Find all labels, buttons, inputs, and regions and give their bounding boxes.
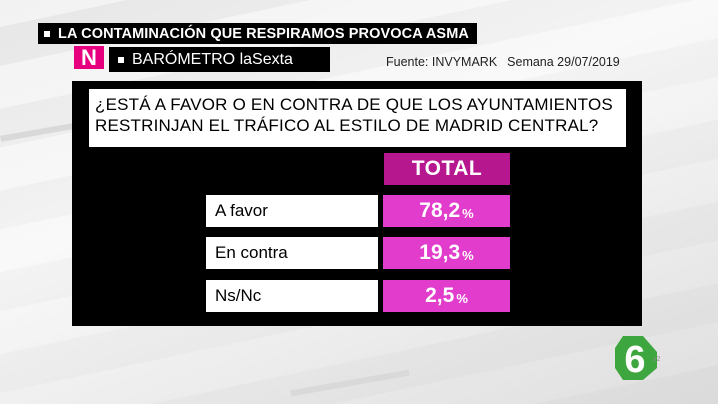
program-title-bar: BARÓMETRO laSexta	[109, 47, 330, 72]
week-text: Semana 29/07/2019	[507, 55, 620, 69]
row-label: En contra	[206, 237, 378, 269]
topic-text: LA CONTAMINACIÓN QUE RESPIRAMOS PROVOCA …	[58, 25, 469, 42]
channel-logo-icon: 6	[615, 336, 657, 381]
row-value-number: 19,3	[419, 241, 461, 264]
program-logo-letter: N	[81, 44, 97, 70]
question-line-1: ¿ESTÁ A FAVOR O EN CONTRA DE QUE LOS AYU…	[95, 95, 613, 114]
bullet-square-icon	[118, 56, 124, 63]
source-line: Fuente: INVYMARK Semana 29/07/2019	[386, 55, 620, 69]
channel-logo-digit: 6	[624, 339, 645, 381]
topic-banner: LA CONTAMINACIÓN QUE RESPIRAMOS PROVOCA …	[38, 23, 477, 44]
survey-question: ¿ESTÁ A FAVOR O EN CONTRA DE QUE LOS AYU…	[89, 89, 626, 147]
channel-mark: x2	[653, 356, 661, 363]
row-value: 19,3%	[383, 237, 510, 269]
percent-sign: %	[456, 290, 468, 306]
bullet-square-icon	[44, 30, 50, 37]
percent-sign: %	[462, 247, 474, 263]
row-value: 2,5%	[383, 280, 510, 312]
row-label: Ns/Nc	[206, 280, 378, 312]
program-logo: N	[74, 46, 104, 69]
row-label: A favor	[206, 195, 378, 227]
question-line-2: RESTRINJAN EL TRÁFICO AL ESTILO DE MADRI…	[95, 116, 599, 135]
row-value-number: 78,2	[419, 199, 461, 222]
row-value-number: 2,5	[425, 284, 455, 307]
source-text: Fuente: INVYMARK	[386, 55, 498, 69]
percent-sign: %	[462, 205, 474, 221]
program-title: BARÓMETRO laSexta	[132, 50, 293, 68]
column-header-total: TOTAL	[384, 153, 510, 185]
row-value: 78,2%	[383, 195, 510, 227]
